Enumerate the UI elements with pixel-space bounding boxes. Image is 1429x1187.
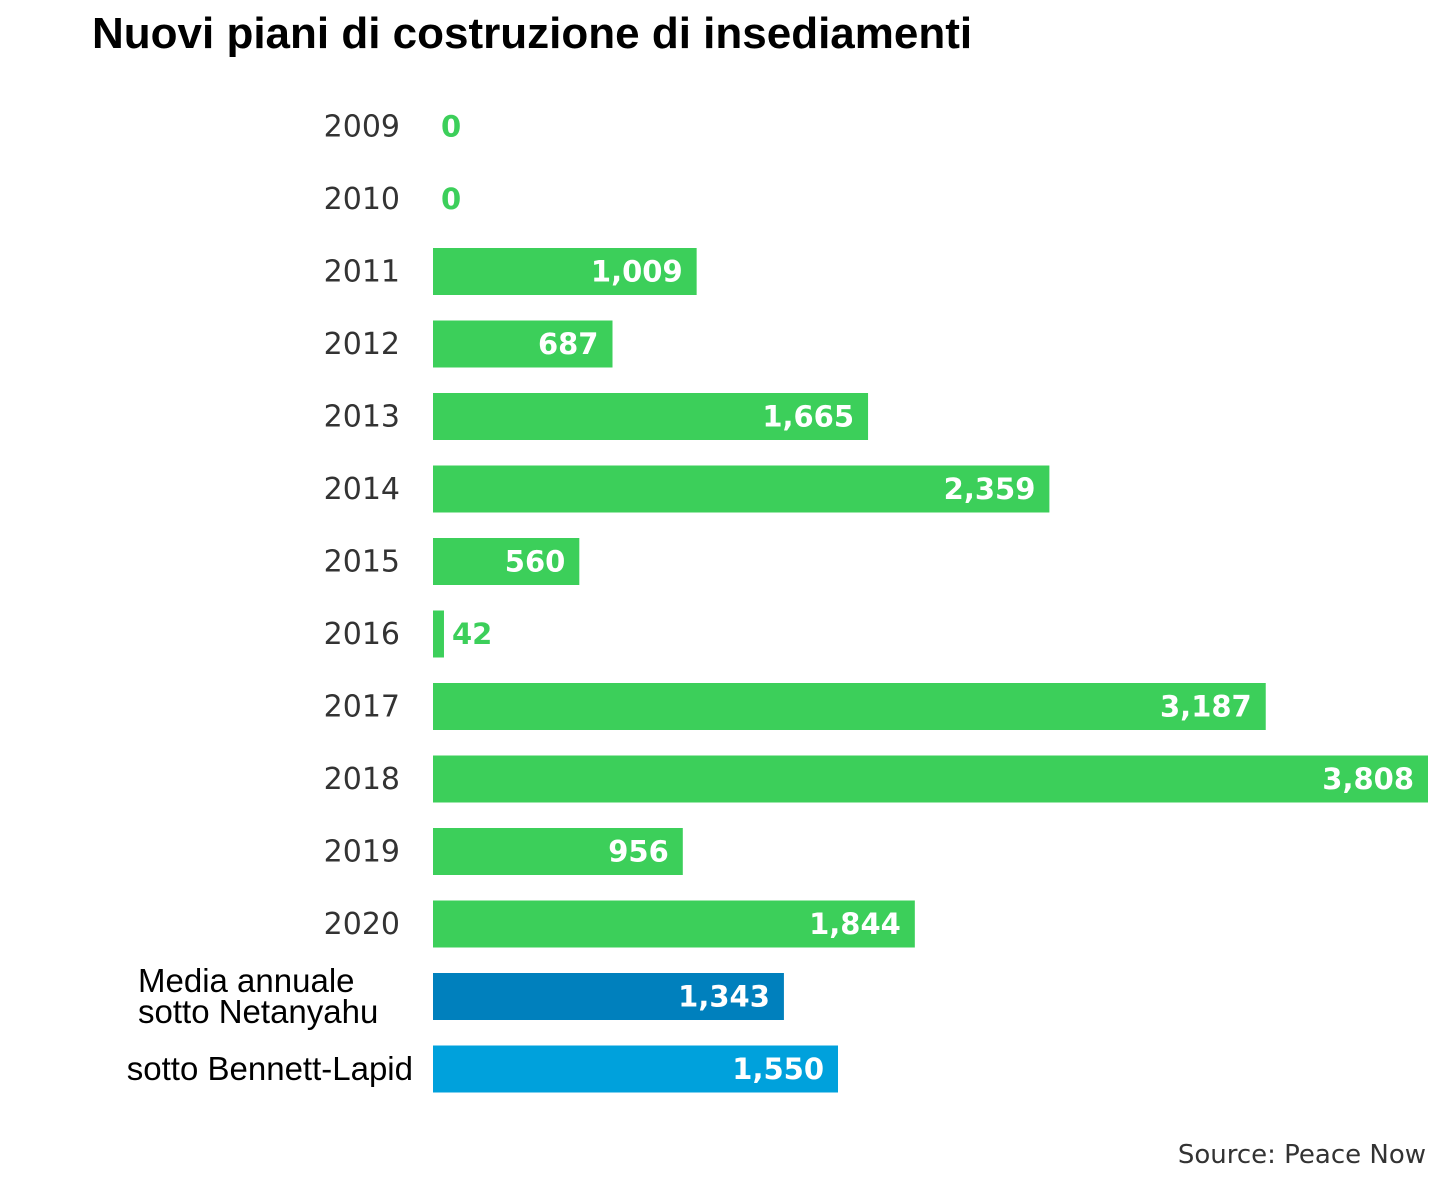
bar-2015 bbox=[433, 538, 580, 585]
value-label-2012: 687 bbox=[538, 327, 599, 361]
bar-2013 bbox=[433, 393, 869, 440]
source-note: Source: Peace Now bbox=[1178, 1140, 1426, 1170]
bar-avg-1 bbox=[433, 973, 784, 1020]
chart-title: Nuovi piani di costruzione di insediamen… bbox=[92, 9, 972, 58]
year-label-2014: 2014 bbox=[324, 472, 400, 507]
bars-group: 0 2009 0 2010 1,009 2011 687 2012 1,665 2013 2,359… bbox=[127, 110, 1428, 1093]
bar-2014 bbox=[433, 465, 1050, 513]
value-label-2014: 2,359 bbox=[944, 472, 1036, 506]
year-label-2019: 2019 bbox=[324, 835, 400, 870]
year-label-2010: 2010 bbox=[324, 182, 400, 217]
bar-2011 bbox=[433, 248, 697, 295]
value-label-avg-2: 1,550 bbox=[732, 1052, 824, 1086]
average-label-2-line-1: sotto Bennett-Lapid bbox=[127, 1050, 413, 1087]
year-label-2013: 2013 bbox=[324, 400, 400, 435]
value-label-2013: 1,665 bbox=[762, 400, 854, 434]
bar-2019 bbox=[433, 828, 683, 875]
value-label-2019: 956 bbox=[608, 835, 669, 869]
value-label-2011: 1,009 bbox=[591, 255, 683, 289]
value-label-2017: 3,187 bbox=[1160, 690, 1252, 724]
value-label-2009: 0 bbox=[441, 110, 461, 144]
bar-2018 bbox=[433, 755, 1428, 803]
year-label-2009: 2009 bbox=[324, 110, 400, 145]
year-label-2011: 2011 bbox=[324, 255, 400, 290]
year-label-2015: 2015 bbox=[324, 545, 400, 580]
year-label-2017: 2017 bbox=[324, 690, 400, 725]
average-label-1-line-2: sotto Netanyahu bbox=[138, 993, 378, 1030]
year-label-2020: 2020 bbox=[324, 907, 400, 942]
bar-2016 bbox=[433, 610, 444, 658]
year-label-2012: 2012 bbox=[324, 327, 400, 362]
bar-2020 bbox=[433, 900, 915, 948]
year-label-2018: 2018 bbox=[324, 762, 400, 797]
bar-2017 bbox=[433, 683, 1266, 730]
value-label-2016: 42 bbox=[452, 617, 492, 651]
value-label-avg-1: 1,343 bbox=[678, 980, 770, 1014]
year-label-2016: 2016 bbox=[324, 617, 400, 652]
value-label-2010: 0 bbox=[441, 182, 461, 216]
bar-2012 bbox=[433, 320, 613, 368]
bar-avg-2 bbox=[433, 1045, 839, 1093]
value-label-2018: 3,808 bbox=[1322, 762, 1414, 796]
value-label-2020: 1,844 bbox=[809, 907, 901, 941]
average-label-1-line-1: Media annuale bbox=[138, 962, 355, 999]
value-label-2015: 560 bbox=[505, 545, 566, 579]
